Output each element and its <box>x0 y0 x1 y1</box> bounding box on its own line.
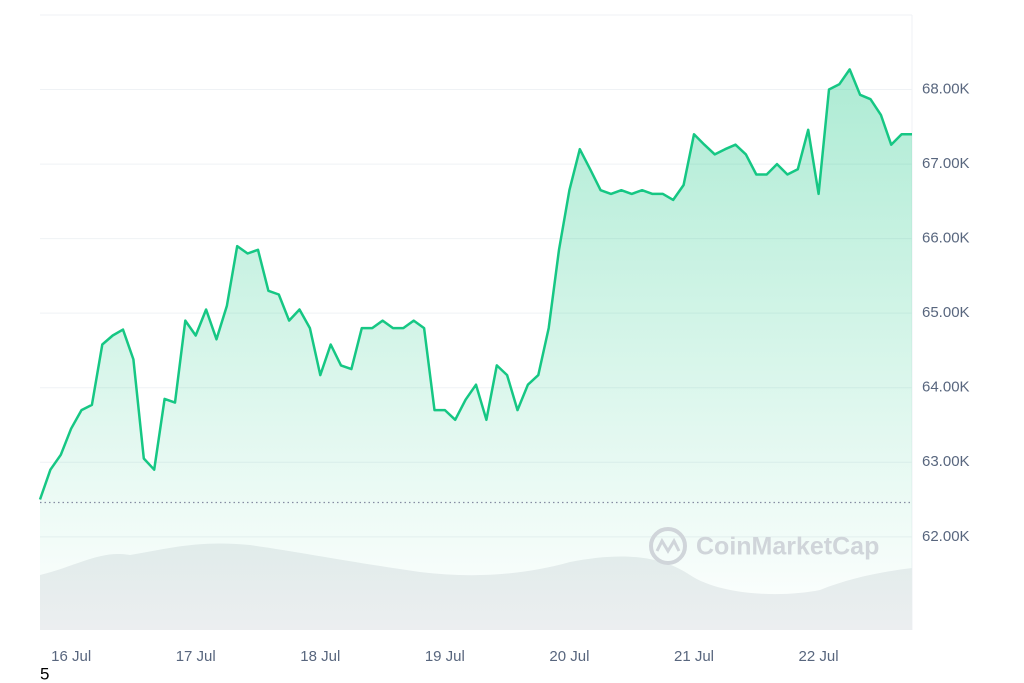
y-tick-label: 62.00K <box>922 528 970 545</box>
x-tick-label: 17 Jul <box>176 648 216 665</box>
y-tick-label: 64.00K <box>922 379 970 396</box>
x-tick-label: 21 Jul <box>674 648 714 665</box>
y-tick-label: 68.00K <box>922 81 970 98</box>
y-tick-label: 66.00K <box>922 230 970 247</box>
x-tick-label: 16 Jul <box>51 648 91 665</box>
watermark: CoinMarketCap <box>649 527 879 565</box>
y-tick-label: 63.00K <box>922 453 970 470</box>
x-tick-label: 20 Jul <box>549 648 589 665</box>
x-tick-label: 19 Jul <box>425 648 465 665</box>
price-area <box>40 69 912 630</box>
y-tick-label: 67.00K <box>922 155 970 172</box>
footnote: 5 <box>40 664 49 683</box>
y-tick-label: 65.00K <box>922 304 970 321</box>
price-line <box>38 68 912 500</box>
watermark-text: CoinMarketCap <box>696 533 879 561</box>
x-tick-label: 22 Jul <box>799 648 839 665</box>
x-tick-label: 18 Jul <box>300 648 340 665</box>
